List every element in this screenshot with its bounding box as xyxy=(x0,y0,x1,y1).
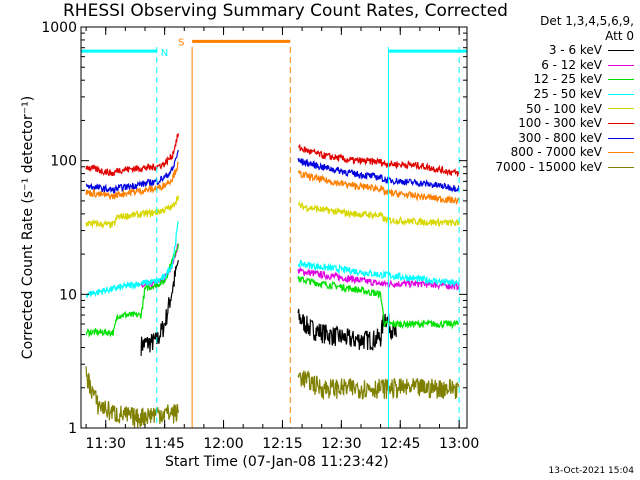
y-tick-label: 10 xyxy=(59,287,77,303)
legend-item-label: 50 - 100 keV xyxy=(525,101,602,116)
x-tick-label: 12:30 xyxy=(321,436,361,452)
y-tick-label: 1 xyxy=(68,421,77,437)
x-tick-label: 12:15 xyxy=(262,436,302,452)
legend-item: 800 - 7000 keV xyxy=(474,145,634,160)
legend-swatch xyxy=(608,93,634,95)
series-line xyxy=(140,260,179,356)
legend-swatch xyxy=(608,108,634,110)
series-line xyxy=(297,370,460,401)
series-line xyxy=(297,143,460,177)
legend-item-label: 25 - 50 keV xyxy=(533,86,602,101)
legend-swatch xyxy=(608,137,634,139)
legend-items: 3 - 6 keV 6 - 12 keV 12 - 25 keV 25 - 50 ke… xyxy=(474,43,634,174)
series-line xyxy=(297,157,460,193)
series-line xyxy=(297,308,397,351)
generation-timestamp: 13-Oct-2021 15:04 xyxy=(548,466,634,476)
legend-item: 50 - 100 keV xyxy=(474,102,634,117)
legend-swatch xyxy=(608,79,634,81)
series-line xyxy=(297,265,460,291)
legend-item-label: 300 - 800 keV xyxy=(518,130,602,145)
legend-swatch xyxy=(608,152,634,154)
x-tick-label: 11:30 xyxy=(86,436,126,452)
series-line xyxy=(85,161,179,200)
legend-item: 100 - 300 keV xyxy=(474,116,634,131)
saa-flag-label: S xyxy=(178,37,184,48)
y-tick-label: 1000 xyxy=(41,20,77,36)
series-line xyxy=(85,221,179,298)
legend-item-label: 7000 - 15000 keV xyxy=(495,159,602,174)
y-axis-label: Corrected Count Rate (s⁻¹ detector⁻¹) xyxy=(20,96,36,359)
legend-item: 300 - 800 keV xyxy=(474,131,634,146)
x-tick-label: 11:45 xyxy=(144,436,184,452)
legend-item: 6 - 12 keV xyxy=(474,58,634,73)
legend-swatch xyxy=(608,49,634,51)
legend-item: 25 - 50 keV xyxy=(474,87,634,102)
legend-item-label: 12 - 25 keV xyxy=(533,72,602,87)
legend-item-label: 6 - 12 keV xyxy=(541,57,602,72)
series-line xyxy=(85,133,179,177)
series-line xyxy=(297,201,460,228)
legend-swatch xyxy=(608,166,634,168)
series-line xyxy=(85,149,179,194)
legend-header-attenuator: Att 0 xyxy=(605,28,634,43)
legend-item-label: 3 - 6 keV xyxy=(548,43,602,58)
series-line xyxy=(297,259,460,288)
series-line xyxy=(85,366,179,428)
axes-frame xyxy=(80,26,468,429)
series-line xyxy=(297,275,460,330)
legend-header-detectors: Det 1,3,4,5,6,9, xyxy=(540,14,634,28)
x-tick-label: 12:00 xyxy=(203,436,243,452)
legend-swatch xyxy=(608,64,634,66)
legend-item-label: 100 - 300 keV xyxy=(518,116,602,131)
x-axis-label: Start Time (07-Jan-08 11:23:42) xyxy=(165,454,389,470)
legend-item: 7000 - 15000 keV xyxy=(474,160,634,175)
legend-item: 3 - 6 keV xyxy=(474,43,634,58)
legend-swatch xyxy=(608,122,634,124)
chart-title: RHESSI Observing Summary Count Rates, Co… xyxy=(63,1,508,21)
x-tick-label: 13:00 xyxy=(439,436,479,452)
series-line xyxy=(85,195,179,230)
series-line xyxy=(297,169,460,205)
legend: Det 1,3,4,5,6,9, Att 0 3 - 6 keV 6 - 12 k… xyxy=(474,14,634,175)
legend-item-label: 800 - 7000 keV xyxy=(510,145,602,160)
y-tick-label: 100 xyxy=(50,154,77,170)
night-flag-label: N xyxy=(161,48,168,59)
series-line xyxy=(85,243,179,338)
x-tick-label: 12:45 xyxy=(380,436,420,452)
legend-item: 12 - 25 keV xyxy=(474,72,634,87)
